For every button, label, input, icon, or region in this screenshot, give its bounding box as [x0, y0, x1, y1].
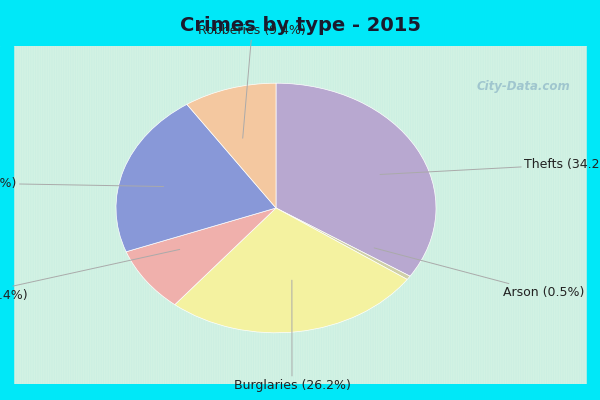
Wedge shape — [276, 208, 410, 280]
Wedge shape — [116, 104, 276, 252]
Text: Burglaries (26.2%): Burglaries (26.2%) — [233, 280, 350, 392]
Wedge shape — [276, 83, 436, 276]
Wedge shape — [126, 208, 276, 305]
Bar — [0, 46, 13, 384]
Text: Assaults (21.3%): Assaults (21.3%) — [0, 176, 164, 190]
Text: City-Data.com: City-Data.com — [476, 80, 570, 93]
Text: Robberies (9.4%): Robberies (9.4%) — [198, 24, 306, 138]
Wedge shape — [187, 83, 276, 208]
Text: Crimes by type - 2015: Crimes by type - 2015 — [179, 16, 421, 35]
Wedge shape — [175, 208, 407, 333]
Text: Arson (0.5%): Arson (0.5%) — [374, 248, 584, 299]
Bar — [587, 46, 600, 384]
Text: Thefts (34.2%): Thefts (34.2%) — [380, 158, 600, 174]
Text: Auto thefts (8.4%): Auto thefts (8.4%) — [0, 250, 179, 302]
